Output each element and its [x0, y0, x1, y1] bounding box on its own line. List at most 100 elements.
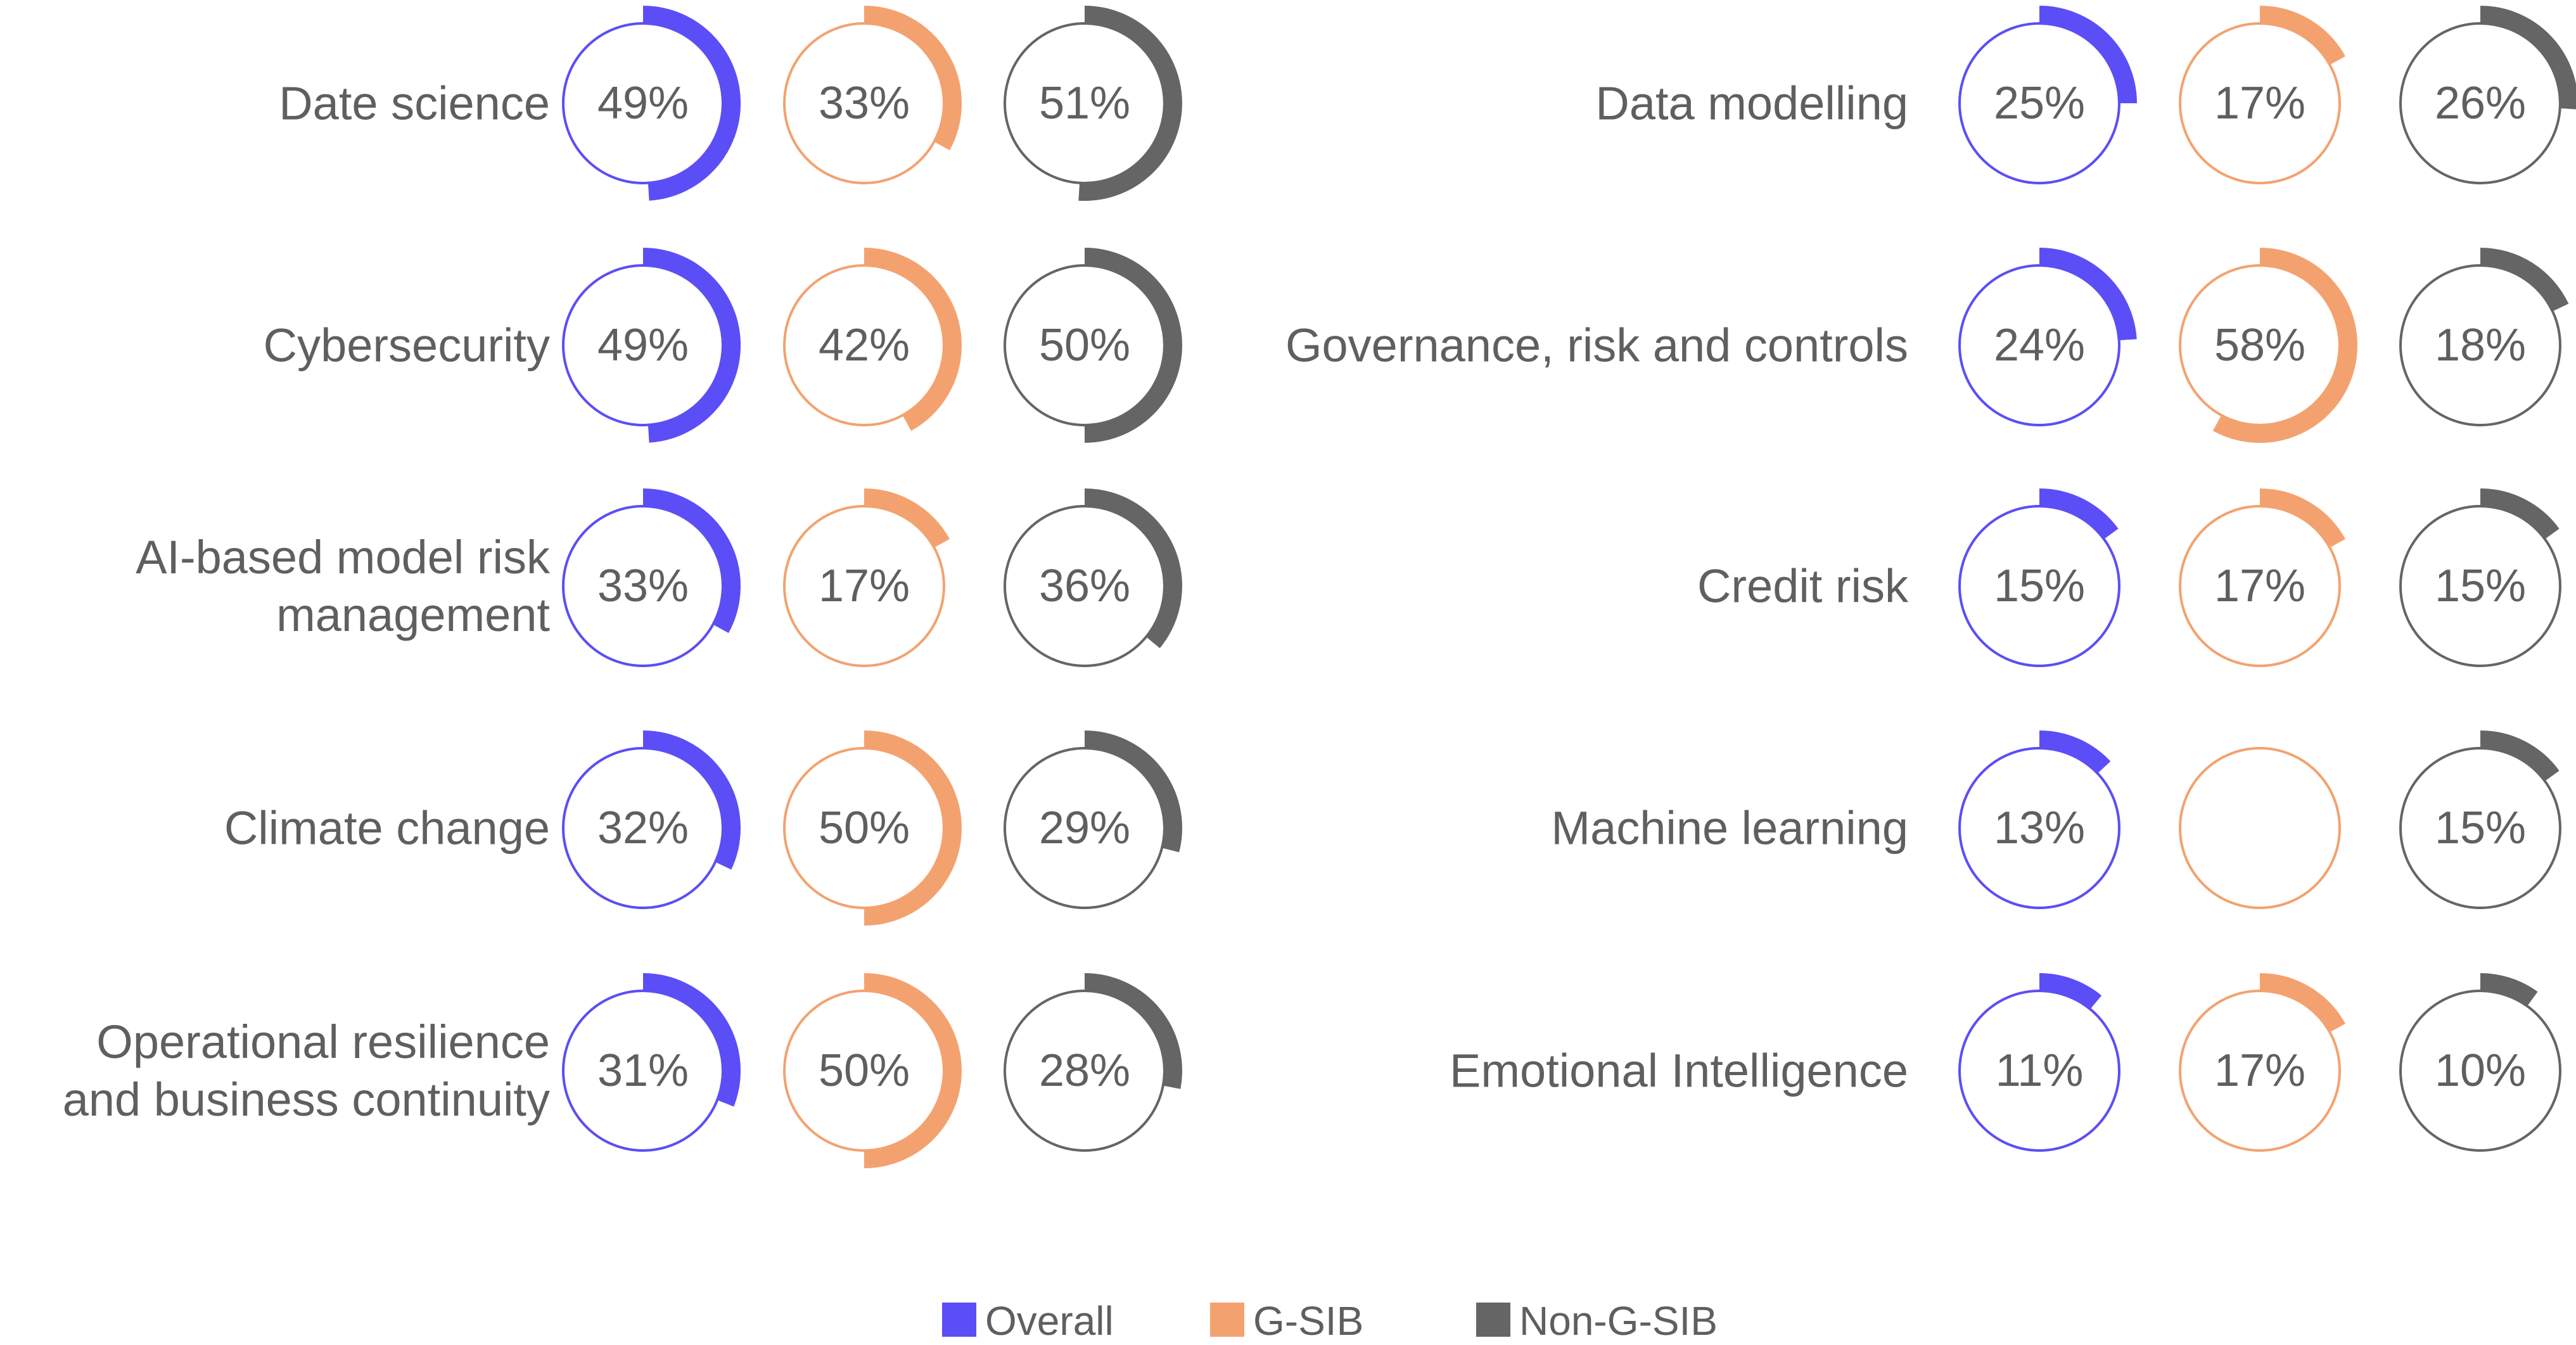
donut-arc [642, 730, 741, 870]
donut-overall: 11% [1958, 973, 2120, 1152]
value-label: 50% [819, 1045, 910, 1096]
legend-swatch [1210, 1303, 1244, 1337]
donut-g-sib [2179, 747, 2341, 909]
donut-non-g-sib: 50% [1004, 248, 1182, 443]
row-emotional-intelligence: Emotional Intelligence 11% 17% 10% [1450, 973, 2561, 1152]
donut-ring [2179, 990, 2341, 1152]
value-label: 17% [2214, 561, 2305, 611]
category-label: Cybersecurity [264, 319, 550, 372]
donut-arc [1084, 973, 1182, 1089]
value-label: 49% [597, 320, 689, 371]
donut-arc [2259, 973, 2345, 1033]
category-label: AI-based model risk [136, 531, 551, 583]
legend-item-overall: Overall [942, 1298, 1114, 1344]
donut-overall: 31% [562, 973, 741, 1152]
donut-panels: Date science 49% 33% 51% Cybersecurity 49% 42%… [63, 6, 2576, 1168]
panel-1: Date science 49% 33% 51% Cybersecurity 49% 42%… [63, 6, 1182, 1168]
legend-label: Non-G-SIB [1519, 1298, 1718, 1344]
value-label: 13% [1994, 803, 2085, 853]
category-label: Data modelling [1595, 77, 1908, 130]
category-label: Governance, risk and controls [1285, 319, 1908, 372]
row-cybersecurity: Cybersecurity 49% 42% 50% [264, 248, 1182, 443]
value-label: 42% [819, 320, 910, 371]
category-label: Operational resilience [96, 1016, 550, 1068]
donut-g-sib: 17% [2179, 973, 2345, 1152]
value-label: 25% [1994, 78, 2085, 129]
value-label: 33% [819, 78, 910, 129]
donut-g-sib: 17% [2179, 6, 2345, 184]
donut-arc [2212, 248, 2357, 443]
donut-arc [2039, 973, 2102, 1010]
legend-item-non-g-sib: Non-G-SIB [1476, 1298, 1718, 1344]
donut-arc [864, 248, 962, 431]
donut-g-sib: 42% [783, 248, 962, 431]
donut-arc [2039, 248, 2137, 341]
value-label: 50% [1039, 320, 1130, 371]
donut-arc [2480, 248, 2569, 312]
donut-overall: 13% [1958, 730, 2120, 909]
donut-arc [642, 488, 741, 634]
donut-arc [864, 6, 962, 151]
donut-arc [2259, 6, 2345, 66]
value-label: 29% [1039, 803, 1130, 853]
donut-ring [783, 505, 945, 667]
value-label: 15% [2435, 803, 2526, 853]
value-label: 24% [1994, 320, 2085, 371]
value-label: 36% [1039, 561, 1130, 611]
value-label: 50% [819, 803, 910, 853]
category-label: Machine learning [1551, 802, 1908, 855]
donut-arc [2039, 730, 2111, 775]
donut-ring [1958, 747, 2120, 909]
donut-arc [642, 973, 741, 1107]
donut-g-sib: 50% [783, 973, 962, 1168]
donut-non-g-sib: 29% [1004, 730, 1182, 909]
value-label: 26% [2435, 78, 2526, 129]
donut-overall: 49% [562, 6, 741, 201]
donut-arc [864, 973, 962, 1168]
donut-non-g-sib: 18% [2399, 248, 2569, 426]
category-label: Emotional Intelligence [1450, 1045, 1908, 1097]
category-label: and business continuity [63, 1073, 550, 1126]
donut-overall: 33% [562, 488, 741, 667]
donut-arc [2039, 488, 2119, 540]
donut-arc [2259, 488, 2345, 549]
donut-overall: 32% [562, 730, 741, 909]
donut-arc [1078, 6, 1182, 201]
row-climate-change: Climate change 32% 50% 29% [224, 730, 1182, 926]
donut-g-sib: 17% [783, 488, 950, 667]
donut-arc [642, 6, 741, 201]
legend-swatch [942, 1303, 976, 1337]
category-label: Credit risk [1697, 560, 1909, 613]
donut-ring [1958, 264, 2120, 426]
legend-label: Overall [985, 1298, 1114, 1344]
row-machine-learning: Machine learning 13% 15% [1551, 730, 2561, 909]
donut-arc [1084, 248, 1182, 443]
donut-arc [2480, 6, 2576, 110]
donut-g-sib: 33% [783, 6, 962, 184]
donut-overall: 15% [1958, 488, 2120, 667]
value-label: 51% [1039, 78, 1130, 129]
value-label: 17% [2214, 1045, 2305, 1096]
legend: Overall G-SIB Non-G-SIB [942, 1298, 1718, 1344]
row-data-modelling: Data modelling 25% 17% 26% [1595, 6, 2576, 184]
category-label: Climate change [224, 802, 550, 855]
donut-arc [1084, 730, 1182, 853]
donut-arc [2480, 973, 2538, 1007]
donut-non-g-sib: 15% [2399, 488, 2561, 667]
value-label: 15% [1994, 561, 2085, 611]
value-label: 18% [2435, 320, 2526, 371]
row-governance-risk-and-controls: Governance, risk and controls 24% 58% 18% [1285, 248, 2569, 443]
donut-ring [2179, 747, 2341, 909]
value-label: 17% [2214, 78, 2305, 129]
value-label: 32% [597, 803, 689, 853]
donut-overall: 49% [562, 248, 741, 443]
value-label: 10% [2435, 1045, 2526, 1096]
donut-arc [642, 248, 741, 443]
donut-non-g-sib: 51% [1004, 6, 1182, 201]
value-label: 58% [2214, 320, 2305, 371]
legend-label: G-SIB [1253, 1298, 1363, 1344]
legend-item-g-sib: G-SIB [1210, 1298, 1363, 1344]
donut-arc [2039, 6, 2137, 104]
